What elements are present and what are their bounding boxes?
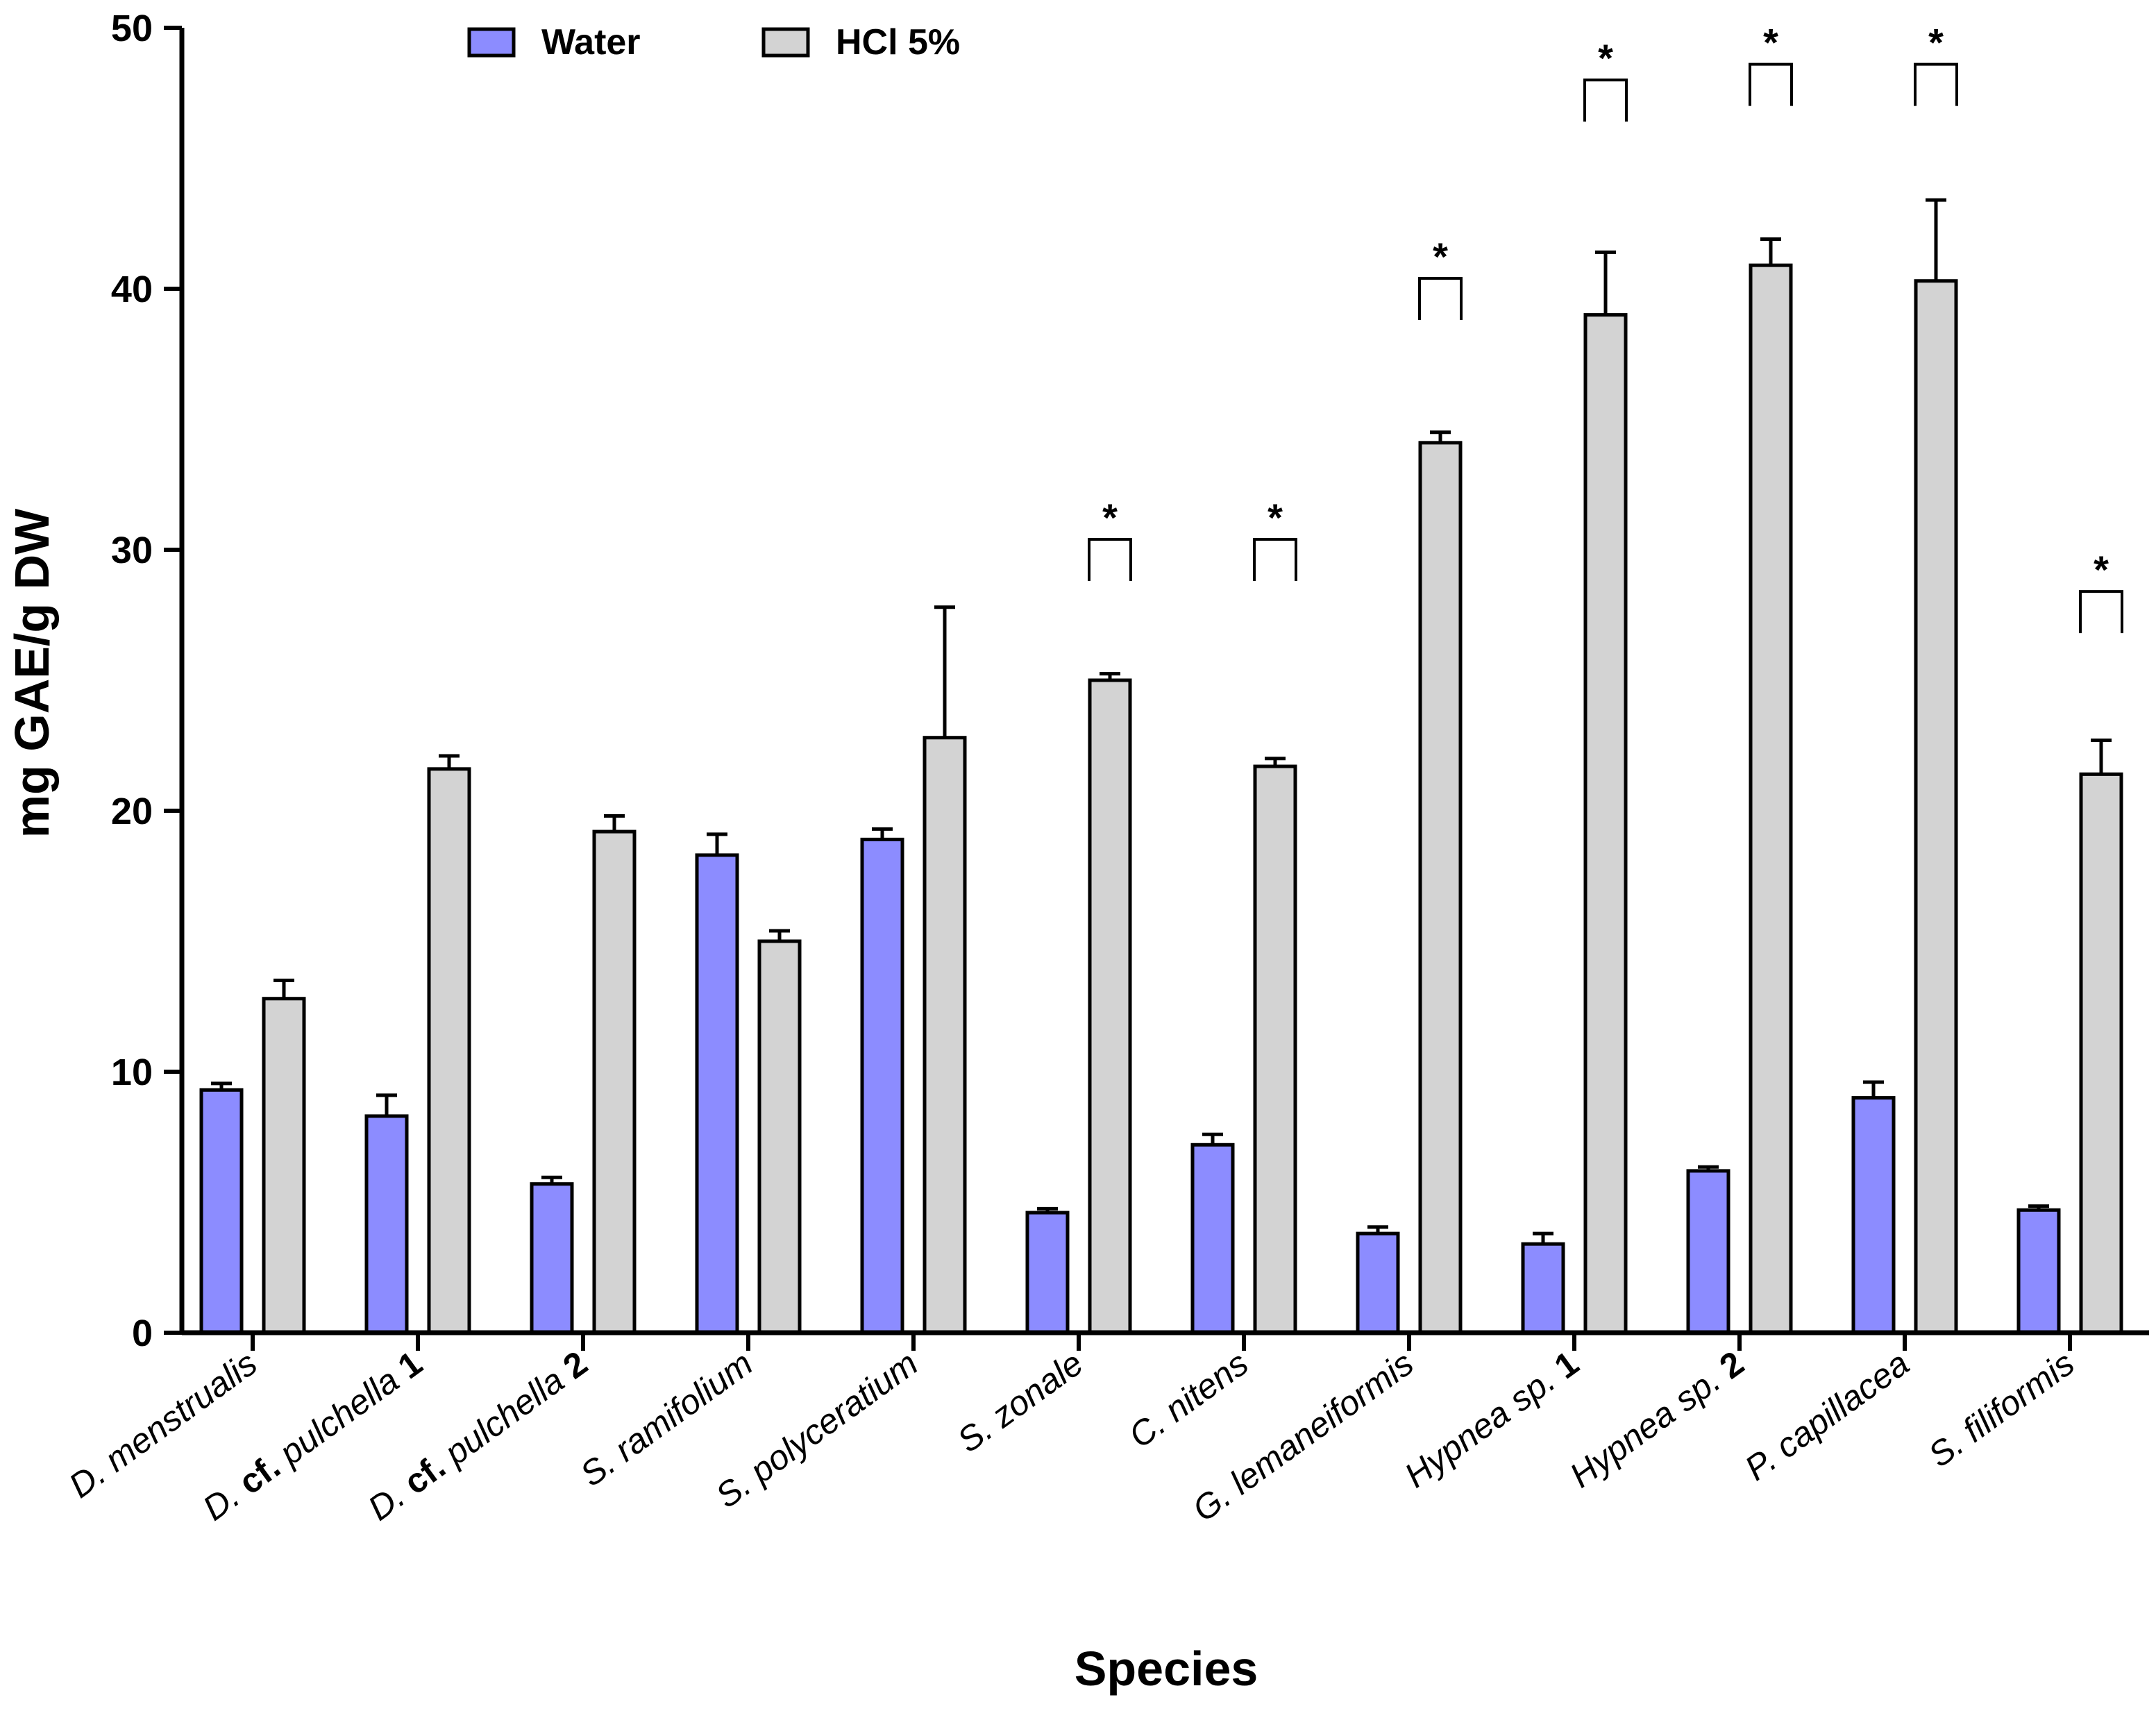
bar-hcl: [923, 736, 967, 1335]
legend-swatch-hcl: [761, 27, 810, 58]
bar-hcl: [1418, 441, 1463, 1335]
bar-water: [1190, 1143, 1235, 1335]
bar-water: [860, 837, 904, 1335]
bar-hcl: [592, 829, 637, 1335]
bar-hcl: [262, 997, 306, 1335]
bar-hcl: [1749, 263, 1793, 1335]
significance-star: *: [1433, 235, 1448, 278]
bar-hcl: [1914, 279, 1958, 1335]
bar-water: [364, 1114, 409, 1335]
bar-water: [530, 1182, 574, 1335]
significance-bracket: [1914, 62, 1958, 106]
significance-bracket: [1253, 537, 1297, 581]
bar-hcl: [1583, 313, 1628, 1335]
x-tick-label: S. zonale: [950, 1344, 1090, 1460]
significance-bracket: [1749, 62, 1793, 106]
y-tick-label: 20: [111, 791, 153, 832]
significance-star: *: [1598, 36, 1613, 80]
bar-water: [1356, 1231, 1400, 1335]
significance-bracket: [1088, 537, 1132, 581]
y-tick-label: 50: [111, 8, 153, 49]
significance-star: *: [2094, 548, 2109, 591]
bar-water: [695, 853, 739, 1335]
x-tick-label: Hypnea sp. 1: [1397, 1344, 1585, 1495]
significance-bracket: [2079, 590, 2123, 634]
bar-water: [199, 1088, 244, 1335]
bar-water: [1686, 1169, 1730, 1335]
bar-water: [1025, 1211, 1070, 1335]
x-tick-label: C. nitens: [1122, 1344, 1256, 1456]
x-tick-label: S. filiformis: [1921, 1344, 2082, 1475]
significance-star: *: [1268, 496, 1283, 539]
x-tick-label: P. capillacea: [1737, 1344, 1916, 1488]
bar-hcl: [757, 939, 802, 1335]
y-axis-title: mg GAE/g DW: [5, 509, 59, 838]
x-tick-label: Hypnea sp. 2: [1563, 1344, 1751, 1495]
y-tick-label: 30: [111, 530, 153, 571]
significance-bracket: [1583, 78, 1628, 122]
significance-star: *: [1763, 21, 1778, 65]
significance-bracket: [1418, 276, 1463, 320]
significance-star: *: [1102, 496, 1118, 539]
bar-water: [1851, 1096, 1896, 1335]
bar-water: [1521, 1242, 1565, 1335]
legend-label-hcl: HCl 5%: [836, 22, 960, 62]
significance-star: *: [1928, 21, 1944, 65]
bar-hcl: [2079, 772, 2123, 1335]
bar-water: [2016, 1208, 2061, 1335]
bar-hcl: [1088, 678, 1132, 1335]
legend-label-water: Water: [541, 22, 641, 62]
y-tick-label: 10: [111, 1052, 153, 1093]
bar-hcl: [427, 767, 471, 1335]
legend-swatch-water: [467, 27, 516, 58]
bar-hcl: [1253, 764, 1297, 1335]
x-axis-title: Species: [1075, 1642, 1258, 1696]
y-tick-label: 40: [111, 269, 153, 310]
legend: Water HCl 5%: [467, 22, 960, 62]
y-tick-label: 0: [132, 1313, 153, 1354]
